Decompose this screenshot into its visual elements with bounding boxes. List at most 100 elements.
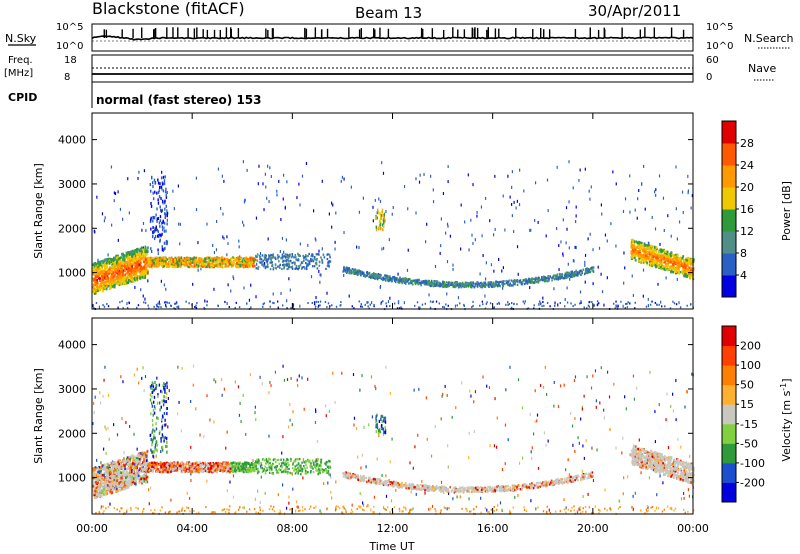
range-cell — [227, 283, 229, 287]
range-cell — [389, 511, 391, 514]
range-cell — [480, 496, 482, 500]
range-cell — [140, 271, 143, 275]
range-cell — [560, 240, 562, 244]
range-cell — [615, 304, 617, 307]
range-cell — [579, 506, 581, 509]
range-cell — [658, 403, 660, 407]
range-cell — [489, 281, 492, 284]
range-cell — [107, 426, 109, 430]
range-cell — [616, 305, 619, 308]
range-cell — [185, 300, 187, 303]
range-cell — [384, 508, 386, 511]
range-cell — [205, 260, 208, 264]
range-cell — [153, 178, 156, 182]
range-cell — [643, 245, 646, 248]
range-cell — [526, 281, 529, 284]
range-cell — [441, 394, 443, 398]
range-cell — [243, 265, 245, 269]
range-cell — [531, 281, 534, 284]
range-cell — [205, 265, 208, 269]
range-cell — [592, 374, 594, 378]
range-cell — [640, 245, 642, 248]
range-cell — [149, 220, 152, 224]
range-cell — [639, 253, 642, 256]
range-cell — [684, 262, 687, 265]
range-cell — [634, 491, 636, 495]
range-cell — [170, 257, 172, 260]
range-cell — [137, 268, 140, 271]
range-cell — [301, 376, 303, 380]
range-cell — [522, 300, 524, 303]
range-cell — [241, 259, 244, 263]
range-cell — [385, 209, 387, 213]
range-cell — [159, 256, 162, 260]
range-cell — [139, 248, 142, 251]
range-cell — [427, 279, 430, 283]
range-cell — [418, 279, 420, 282]
range-cell — [522, 279, 525, 282]
range-cell — [353, 423, 355, 427]
range-cell — [305, 258, 307, 261]
nave-tick-high: 60 — [706, 55, 719, 66]
range-cell — [270, 505, 272, 508]
range-cell — [254, 411, 256, 415]
range-cell — [419, 173, 421, 177]
range-cell — [156, 228, 159, 232]
range-cell — [479, 284, 481, 288]
range-cell — [167, 397, 169, 401]
range-cell — [667, 258, 670, 261]
range-cell — [440, 417, 442, 421]
range-cell — [204, 258, 207, 261]
range-cell — [288, 425, 290, 429]
range-cell — [345, 511, 347, 514]
range-cell — [335, 305, 338, 308]
range-cell — [135, 273, 138, 277]
range-cell — [104, 258, 107, 261]
range-cell — [140, 288, 142, 292]
range-cell — [630, 244, 633, 248]
range-cell — [253, 508, 256, 511]
range-cell — [493, 269, 495, 273]
range-cell — [579, 270, 582, 273]
range-cell — [445, 285, 448, 288]
range-cell — [627, 301, 629, 304]
range-cell — [211, 257, 213, 260]
range-cell — [233, 262, 235, 265]
range-cell — [676, 270, 679, 274]
range-cell — [667, 214, 669, 218]
range-cell — [227, 260, 230, 264]
range-cell — [219, 263, 222, 267]
range-cell — [166, 222, 168, 226]
range-cell — [406, 280, 409, 283]
range-cell — [288, 255, 291, 258]
range-cell — [407, 248, 409, 252]
range-cell — [96, 278, 98, 282]
range-cell — [120, 256, 122, 259]
range-cell — [382, 219, 385, 223]
range-cell — [348, 271, 350, 275]
range-cell — [468, 431, 470, 435]
range-cell — [239, 263, 242, 267]
range-cell — [167, 265, 170, 268]
range-cell — [362, 508, 364, 511]
range-cell — [290, 256, 293, 259]
range-cell — [673, 262, 676, 265]
range-cell — [561, 274, 564, 277]
range-cell — [415, 211, 417, 215]
range-cell — [661, 261, 663, 265]
range-cell — [635, 240, 638, 243]
range-cell — [370, 375, 373, 379]
range-cell — [144, 268, 147, 272]
range-cell — [664, 305, 666, 308]
range-cell — [608, 395, 611, 399]
range-cell — [143, 508, 145, 511]
range-cell — [311, 265, 314, 268]
range-cell — [641, 245, 643, 248]
range-cell — [646, 252, 649, 256]
range-cell — [559, 273, 562, 276]
range-cell — [288, 263, 291, 266]
range-cell — [676, 253, 679, 256]
nsearch-label: N.Search — [744, 32, 794, 45]
range-cell — [161, 221, 163, 225]
range-cell — [164, 207, 166, 211]
